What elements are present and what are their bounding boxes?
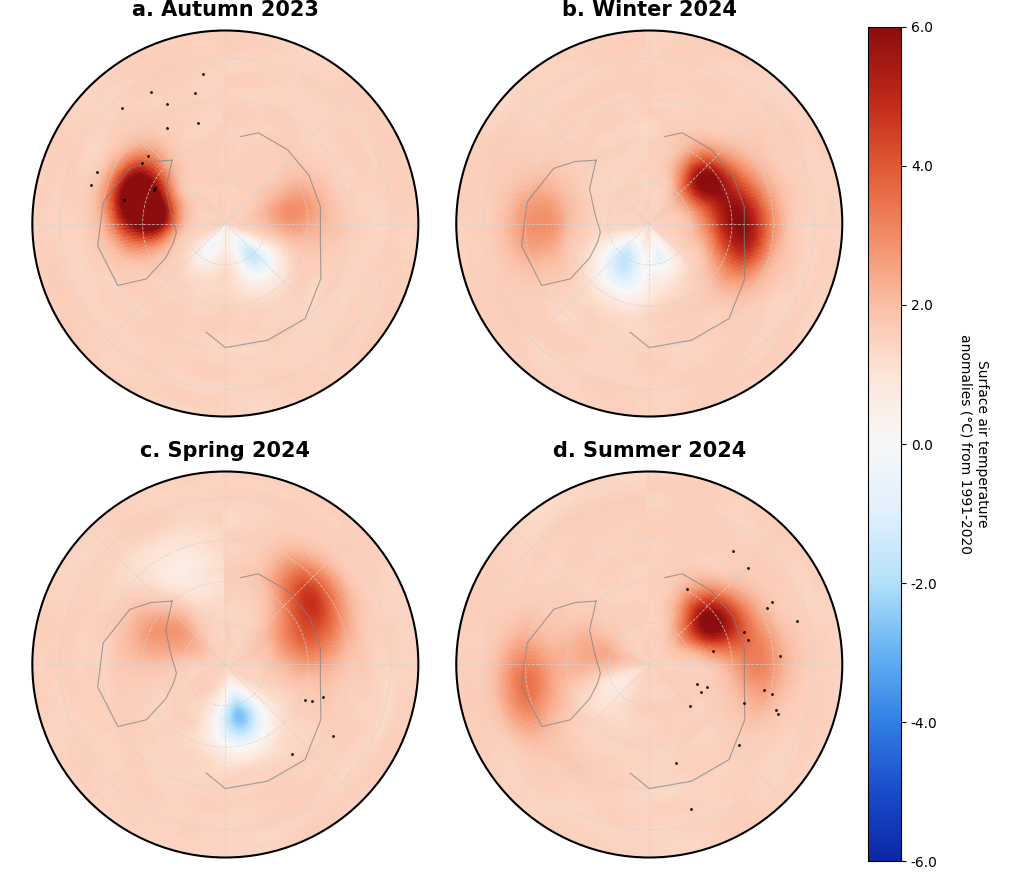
Y-axis label: Surface air temperature
anomalies (°C) from 1991-2020: Surface air temperature anomalies (°C) f… xyxy=(958,334,989,554)
Point xyxy=(89,164,105,178)
Point xyxy=(134,156,151,170)
Point xyxy=(116,193,132,207)
Point xyxy=(725,544,741,559)
Point xyxy=(159,121,175,135)
Point xyxy=(759,601,775,615)
Point xyxy=(285,747,301,761)
Point xyxy=(739,633,756,647)
Point xyxy=(668,757,684,771)
Point xyxy=(788,614,805,629)
Point xyxy=(735,625,752,639)
Title: b. Winter 2024: b. Winter 2024 xyxy=(562,0,737,20)
Point xyxy=(768,703,784,718)
Point xyxy=(146,182,163,196)
Point xyxy=(296,694,312,708)
Point xyxy=(679,583,695,597)
Point xyxy=(189,115,206,130)
Title: c. Spring 2024: c. Spring 2024 xyxy=(140,440,310,461)
Point xyxy=(325,728,341,742)
Title: d. Summer 2024: d. Summer 2024 xyxy=(553,440,745,461)
Point xyxy=(187,85,204,99)
Point xyxy=(692,685,709,699)
Point xyxy=(147,180,164,194)
Point xyxy=(114,101,130,115)
Point xyxy=(770,708,786,722)
Point xyxy=(756,683,772,697)
Point xyxy=(159,97,175,111)
Point xyxy=(140,149,157,163)
Title: a. Autumn 2023: a. Autumn 2023 xyxy=(132,0,318,20)
Point xyxy=(195,67,211,81)
Point xyxy=(315,690,332,704)
Point xyxy=(698,679,715,694)
Point xyxy=(740,560,757,575)
Point xyxy=(764,595,780,609)
Point xyxy=(683,803,699,817)
Point xyxy=(682,700,698,714)
Point xyxy=(142,85,159,99)
Point xyxy=(688,677,705,691)
Point xyxy=(304,694,321,708)
Point xyxy=(764,687,780,702)
Point xyxy=(736,695,753,710)
Point xyxy=(731,738,748,752)
Point xyxy=(82,178,98,192)
Point xyxy=(705,644,721,658)
Point xyxy=(772,649,788,663)
